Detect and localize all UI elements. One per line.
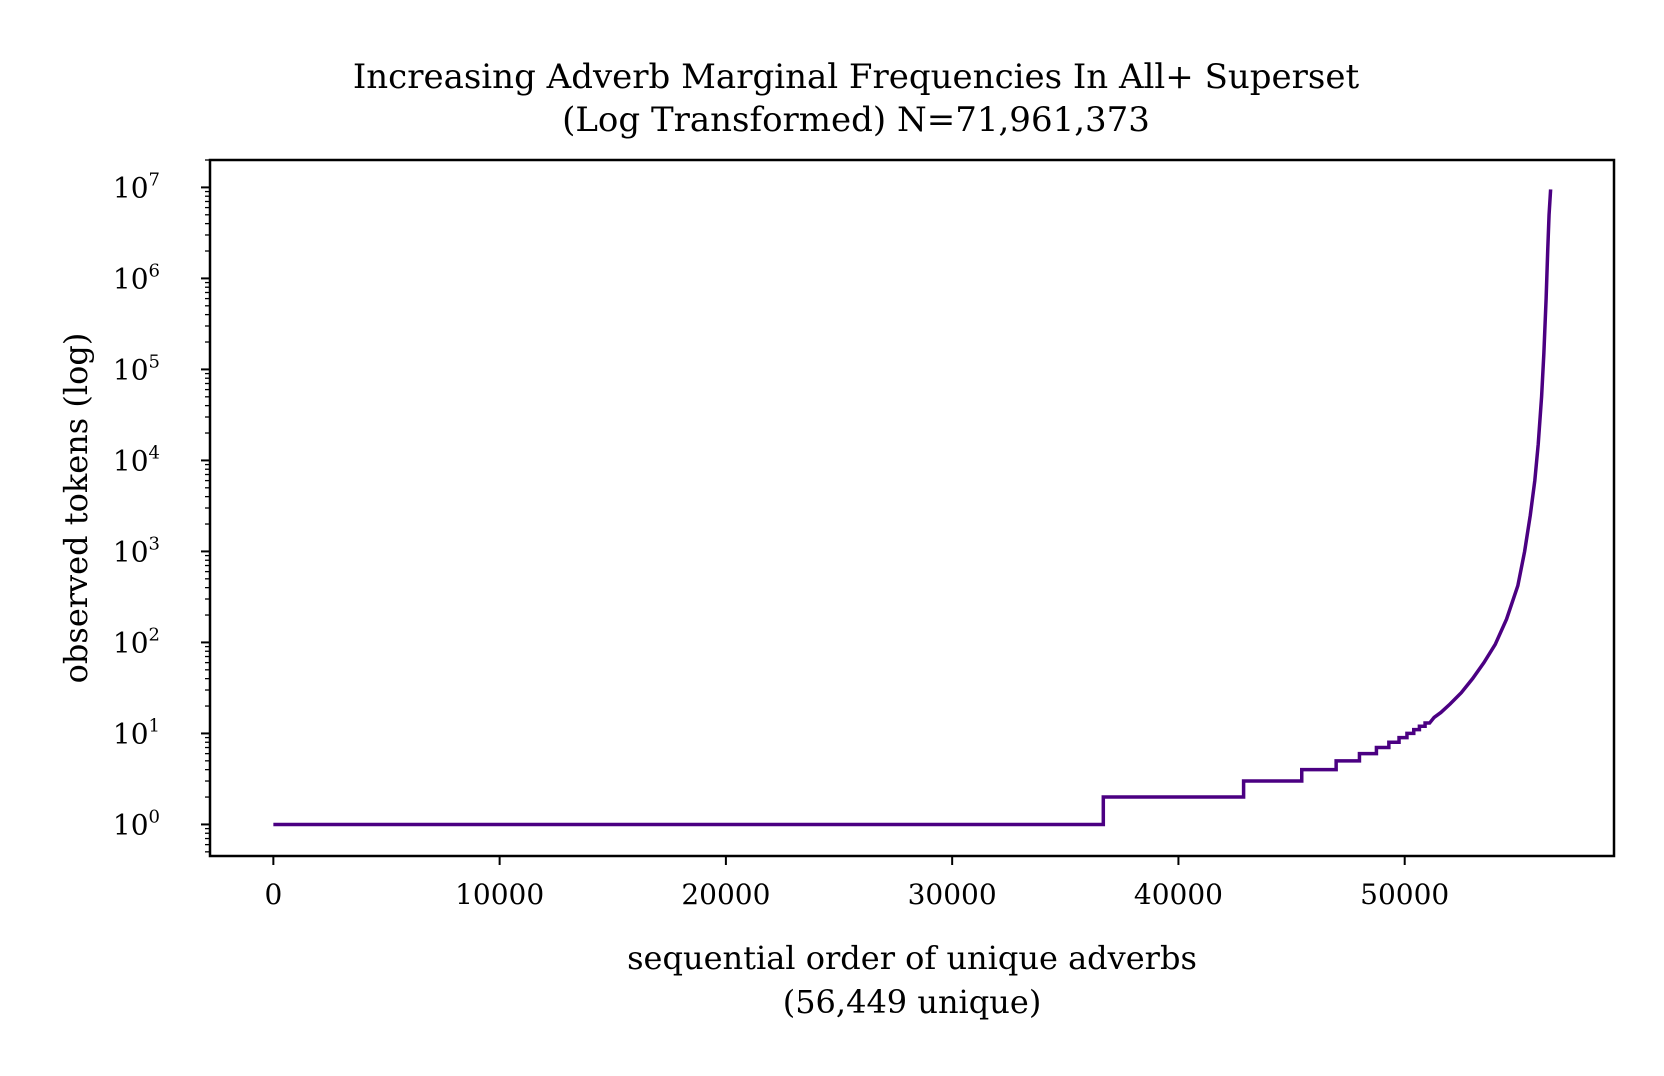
x-tick-label: 50000 — [1360, 878, 1449, 911]
y-tick-label: 105 — [113, 351, 160, 386]
y-tick-label: 100 — [113, 806, 160, 841]
plot-frame — [208, 158, 1616, 858]
series-line — [273, 189, 1553, 827]
x-tick-label: 20000 — [681, 878, 770, 911]
x-tick-label: 30000 — [908, 878, 997, 911]
y-axis-label: observed tokens (log) — [57, 333, 95, 684]
x-tick-label: 0 — [264, 878, 282, 911]
y-tick-label: 104 — [113, 442, 160, 477]
x-axis-label-line1: sequential order of unique adverbs — [627, 939, 1197, 977]
x-tick-label: 40000 — [1134, 878, 1223, 911]
chart-title-line1: Increasing Adverb Marginal Frequencies I… — [353, 57, 1360, 97]
chart-title-line2: (Log Transformed) N=71,961,373 — [562, 100, 1150, 140]
x-axis-ticks: 0 10000 20000 30000 40000 50000 — [264, 856, 1449, 911]
y-tick-label: 107 — [113, 169, 160, 204]
y-tick-label: 103 — [113, 533, 160, 568]
y-tick-label: 101 — [113, 715, 160, 750]
y-tick-label: 102 — [113, 624, 160, 659]
x-tick-label: 10000 — [455, 878, 544, 911]
x-axis-label-line2: (56,449 unique) — [783, 983, 1042, 1021]
y-tick-label: 106 — [113, 260, 160, 295]
y-axis-ticks: 100 101 102 103 104 105 106 107 — [113, 159, 210, 853]
